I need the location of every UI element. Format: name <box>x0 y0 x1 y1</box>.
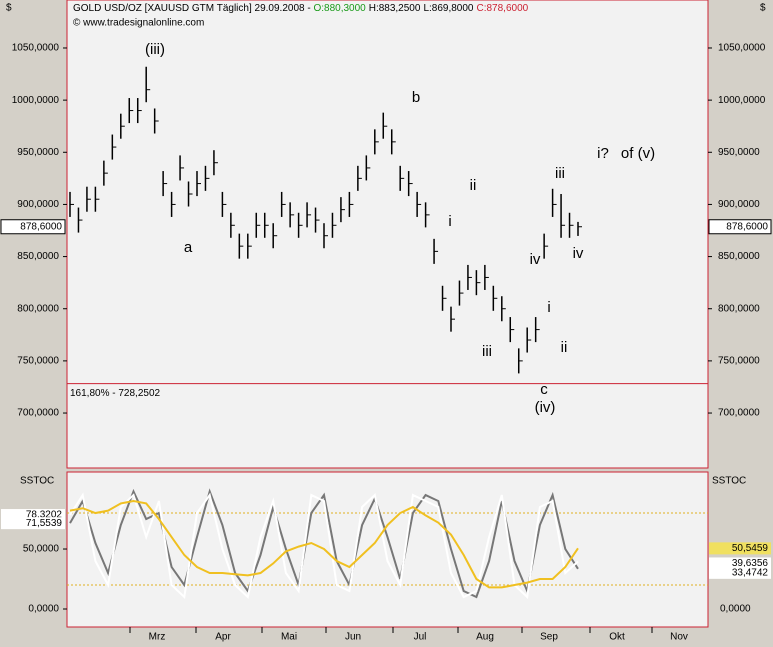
level-label: 161,80% - 728,2502 <box>70 388 161 399</box>
annotation: b <box>412 89 420 106</box>
y-tick-label: 0,0000 <box>720 604 751 615</box>
y-tick-label: 750,0000 <box>17 356 59 367</box>
currency: $ <box>6 3 12 14</box>
y-tick-label: 800,0000 <box>17 303 59 314</box>
high: H:883,2500 <box>369 3 421 14</box>
y-tick-label: 1000,0000 <box>12 95 60 106</box>
panel-title: SSTOC <box>712 476 746 487</box>
header: GOLD USD/OZ [XAUUSD GTM Täglich] 29.09.2… <box>73 3 529 14</box>
y-tick-label: 0,0000 <box>28 604 59 615</box>
x-tick-label: Jul <box>414 632 427 643</box>
y-tick-label: 1050,0000 <box>718 43 766 54</box>
annotation: i <box>448 213 451 230</box>
annotation: i? <box>597 145 609 162</box>
stoch-panel <box>66 471 709 628</box>
y-tick-label: 900,0000 <box>718 199 760 210</box>
readout: 78,3202 <box>26 510 63 521</box>
annotation: (iv) <box>535 399 556 416</box>
annotation: c <box>540 381 548 398</box>
low: L:869,8000 <box>423 3 473 14</box>
readout: 33,4742 <box>732 567 769 578</box>
y-tick-label: 700,0000 <box>17 408 59 419</box>
readout-box <box>0 219 66 235</box>
x-tick-label: Mrz <box>149 632 166 643</box>
readout-box <box>709 566 771 579</box>
x-tick-label: Nov <box>670 632 688 643</box>
readout: 878,6000 <box>20 221 62 232</box>
annotation: ii <box>561 339 568 356</box>
readout: 878,6000 <box>726 221 768 232</box>
y-tick-label: 750,0000 <box>718 356 760 367</box>
annotation: iv <box>573 245 584 262</box>
readout-box <box>1 517 65 530</box>
price-panel <box>66 0 709 469</box>
symbol: GOLD USD/OZ [XAUUSD GTM Täglich] 29.09.2… <box>73 3 313 14</box>
y-tick-label: 950,0000 <box>17 147 59 158</box>
y-tick-label: 700,0000 <box>718 408 760 419</box>
annotation: i <box>547 299 550 316</box>
x-tick-label: Aug <box>476 632 494 643</box>
annotation: a <box>184 239 193 256</box>
close: C:878,6000 <box>477 3 529 14</box>
readout: 39,6356 <box>732 558 769 569</box>
x-tick-label: Jun <box>345 632 361 643</box>
copyright: © www.tradesignalonline.com <box>73 18 204 29</box>
readout-box <box>708 219 772 235</box>
readout-box <box>709 542 771 555</box>
y-tick-label: 1050,0000 <box>12 43 60 54</box>
annotation: of (v) <box>621 145 655 162</box>
readout: 71,5539 <box>26 518 63 529</box>
currency: $ <box>760 3 766 14</box>
y-tick-label: 850,0000 <box>17 251 59 262</box>
x-tick-label: Sep <box>540 632 558 643</box>
readout-box <box>709 557 771 570</box>
x-tick-label: Mai <box>281 632 297 643</box>
open: O:880,3000 <box>313 3 366 14</box>
annotation: iv <box>530 251 541 268</box>
series-line <box>69 500 579 589</box>
readout: 50,5459 <box>732 543 769 554</box>
y-tick-label: 950,0000 <box>718 147 760 158</box>
x-tick-label: Apr <box>215 632 231 643</box>
annotation: iii <box>555 165 565 182</box>
annotation: ii <box>470 177 477 194</box>
panel-title: SSTOC <box>20 476 54 487</box>
y-tick-label: 900,0000 <box>17 199 59 210</box>
x-tick-label: Okt <box>609 632 625 643</box>
y-tick-label: 50,0000 <box>23 544 60 555</box>
annotation: iii <box>482 343 492 360</box>
y-tick-label: 1000,0000 <box>718 95 766 106</box>
y-tick-label: 850,0000 <box>718 251 760 262</box>
y-tick-label: 800,0000 <box>718 303 760 314</box>
annotation: (iii) <box>145 41 165 58</box>
